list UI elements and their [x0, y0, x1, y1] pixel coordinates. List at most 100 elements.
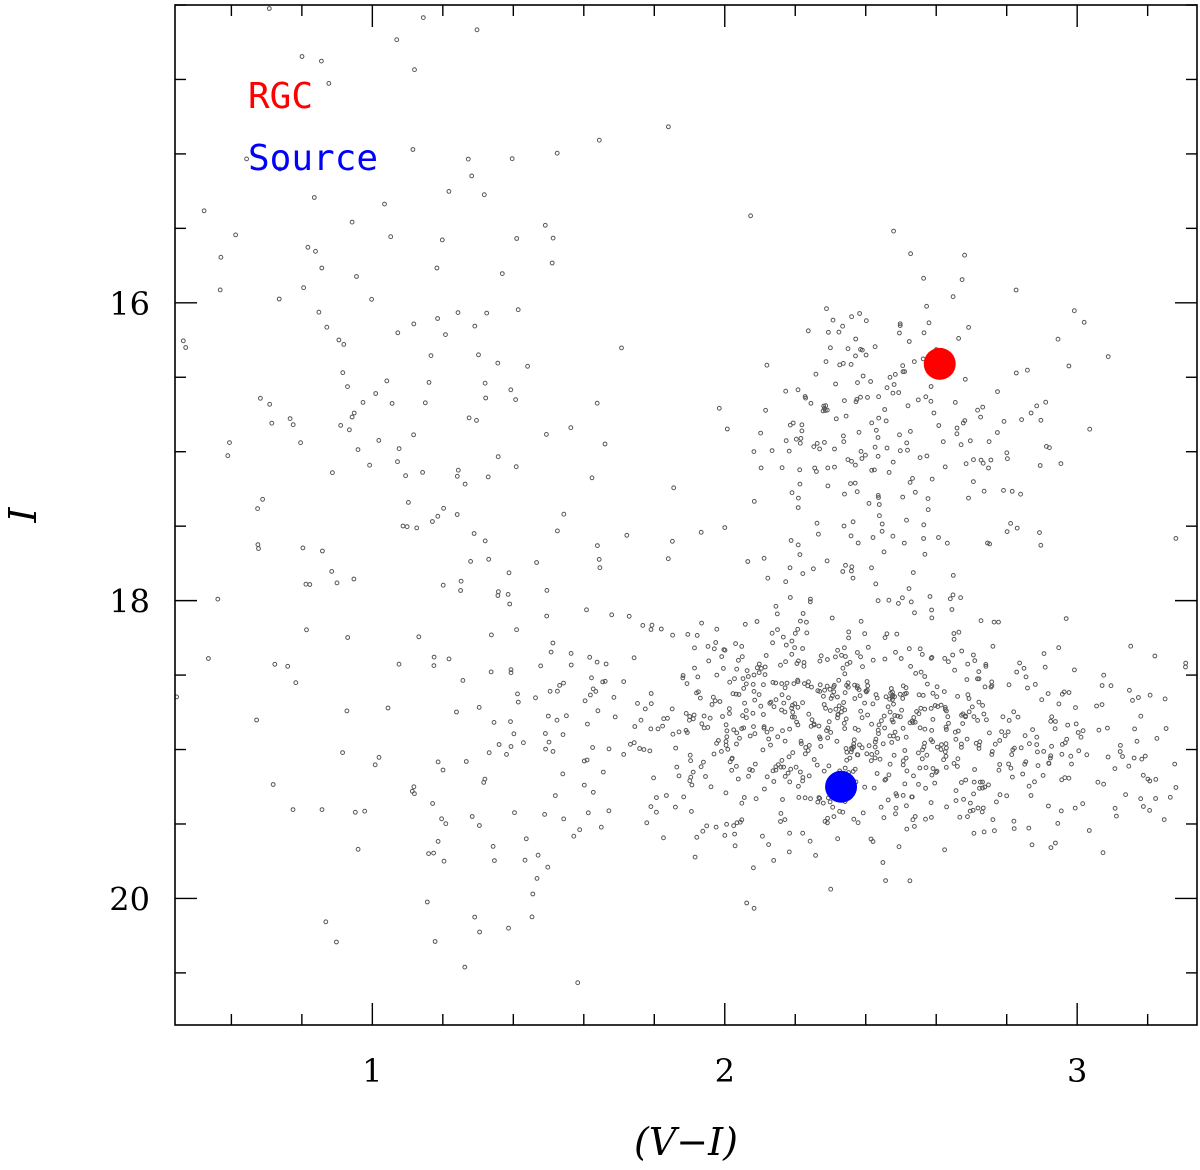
field-star-point [699, 620, 704, 626]
field-star-point [793, 764, 799, 770]
field-star-point [747, 767, 753, 772]
field-star-point [550, 749, 556, 754]
field-star-point [1008, 765, 1014, 771]
field-star-point [808, 796, 813, 802]
field-star-point [430, 801, 436, 806]
field-star-point [1059, 751, 1065, 757]
field-star-point [795, 626, 801, 632]
field-star-point [1037, 530, 1042, 535]
field-star-point [514, 236, 520, 241]
field-star-point [458, 588, 464, 593]
field-star-point [1080, 801, 1086, 807]
field-star-point [471, 531, 477, 536]
field-star-point [778, 662, 783, 668]
field-star-point [897, 448, 903, 454]
field-star-point [1002, 733, 1008, 739]
field-star-point [732, 676, 737, 682]
field-star-point [881, 713, 887, 719]
field-star-point [486, 750, 492, 756]
field-star-point [432, 939, 438, 944]
field-star-point [971, 830, 977, 836]
field-star-point [904, 690, 909, 696]
field-star-point [626, 613, 632, 619]
field-star-point [758, 703, 764, 709]
field-star-point [842, 726, 848, 731]
field-star-point [403, 473, 409, 479]
field-star-point [848, 362, 854, 367]
field-star-point [872, 467, 877, 473]
field-star-point [581, 758, 587, 764]
field-star-point [929, 476, 935, 482]
field-star-point [585, 721, 590, 727]
field-star-point [723, 790, 729, 796]
field-star-point [719, 749, 724, 754]
field-star-point [908, 664, 913, 669]
field-star-point [635, 701, 640, 706]
field-star-point [795, 704, 801, 710]
field-star-point [692, 665, 697, 671]
field-star-point [1010, 774, 1015, 780]
field-star-point [992, 828, 997, 834]
field-star-point [596, 557, 602, 562]
field-star-point [554, 717, 560, 723]
field-star-point [1001, 488, 1006, 493]
field-star-point [869, 420, 875, 426]
field-star-point [758, 430, 763, 436]
field-star-point [825, 725, 831, 731]
field-star-point [876, 415, 882, 421]
x-tick-labels: 1 2 3 [362, 1052, 1087, 1090]
field-star-point [941, 757, 946, 763]
field-star-point [542, 812, 547, 817]
field-star-point [543, 731, 548, 736]
field-star-point [1096, 727, 1102, 733]
field-star-point [422, 400, 428, 406]
field-star-point [1142, 753, 1148, 759]
field-star-point [929, 728, 935, 733]
field-star-point [508, 667, 514, 673]
field-star-point [655, 726, 661, 732]
field-star-point [987, 730, 992, 736]
field-star-point [814, 441, 820, 446]
field-star-point [1014, 669, 1020, 675]
field-star-point [824, 407, 830, 413]
field-star-point [883, 776, 889, 782]
field-star-point [628, 741, 633, 747]
field-star-point [852, 682, 857, 688]
field-star-point [966, 696, 972, 701]
field-star-point [954, 425, 960, 431]
field-star-point [802, 751, 808, 757]
field-star-point [849, 314, 854, 320]
field-star-point [882, 656, 888, 662]
field-star-point [917, 725, 923, 731]
field-star-point [1021, 665, 1027, 671]
field-star-point [462, 481, 468, 487]
field-star-point [925, 681, 930, 687]
field-star-point [807, 599, 813, 605]
field-star-point [435, 839, 441, 844]
field-star-point [1013, 370, 1019, 376]
field-star-point [568, 651, 574, 656]
y-tick-label: 18 [109, 583, 150, 621]
field-star-point [495, 360, 501, 366]
field-star-point [918, 669, 924, 675]
field-star-point [589, 475, 595, 481]
field-star-point [891, 382, 897, 387]
field-star-point [913, 671, 919, 676]
field-star-point [731, 727, 737, 733]
field-star-point [743, 681, 749, 687]
field-star-point [412, 67, 417, 73]
field-star-point [886, 772, 892, 778]
field-star-point [1023, 759, 1029, 765]
field-star-point [468, 559, 474, 564]
field-star-point [485, 474, 491, 480]
field-star-point [995, 389, 1000, 395]
field-star-point [722, 833, 728, 838]
field-star-point [808, 400, 814, 406]
field-star-point [989, 683, 995, 689]
field-star-point [934, 684, 940, 690]
field-star-point [891, 733, 896, 739]
field-star-point [1076, 748, 1082, 754]
field-star-point [1138, 713, 1144, 719]
field-star-point [508, 744, 514, 749]
field-star-point [489, 632, 494, 638]
